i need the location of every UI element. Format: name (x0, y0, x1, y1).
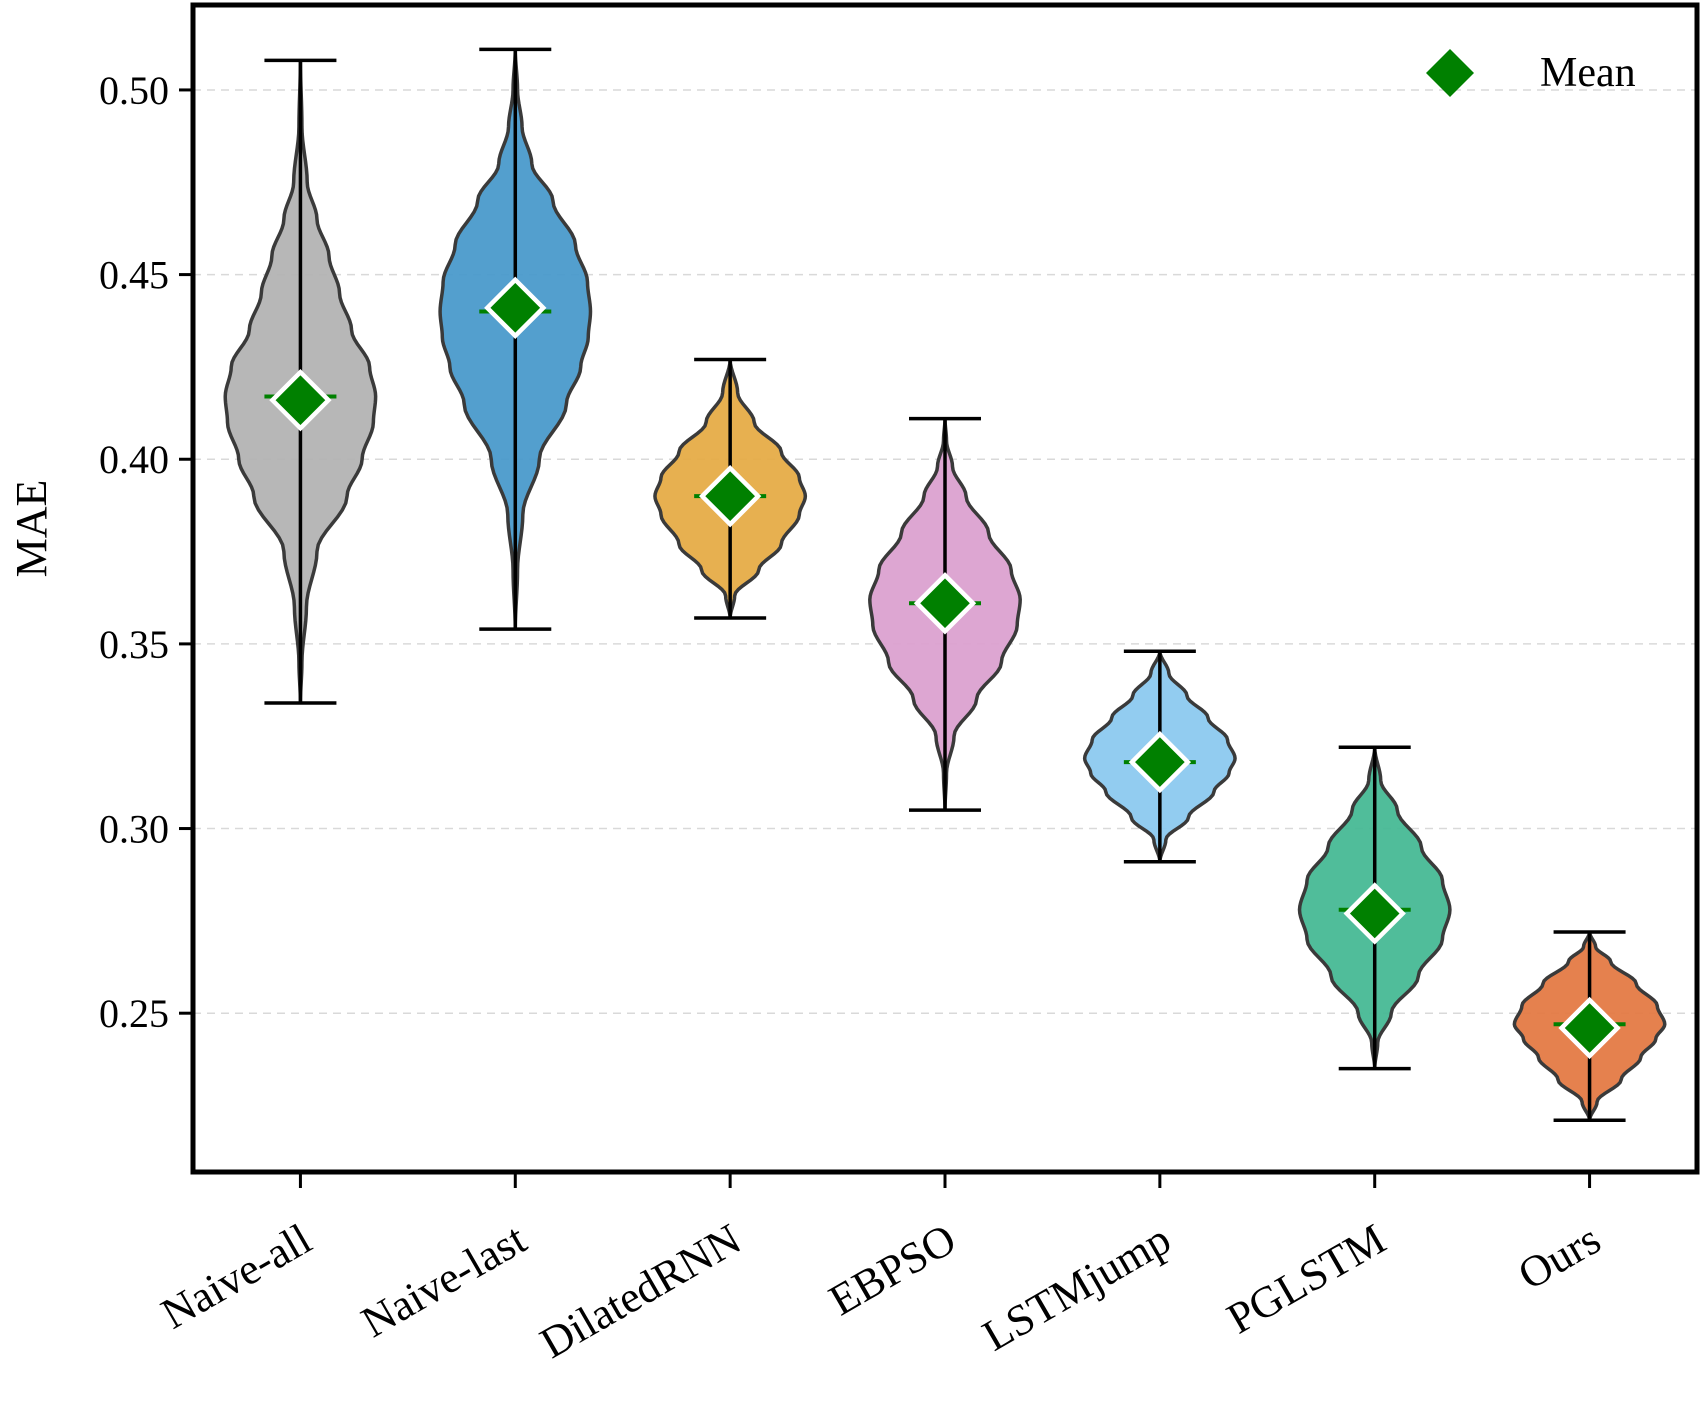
x-tick-label-lstmjump: LSTMjump (974, 1214, 1178, 1360)
mean-marker-dilatedrnn (698, 464, 762, 528)
mean-marker-lstmjump (1128, 730, 1192, 794)
x-tick-label-pglstm: PGLSTM (1219, 1214, 1394, 1343)
y-axis-ticks: 0.25 0.30 0.35 0.40 0.45 0.50 (99, 68, 193, 1036)
mean-marker-naive-all (269, 368, 332, 432)
plot-frame (190, 2, 1700, 1175)
y-tick-label: 0.30 (99, 807, 169, 852)
mean-marker-pglstm (1343, 882, 1406, 945)
x-tick-label-naive-last: Naive-last (353, 1214, 534, 1347)
mean-marker-ours (1558, 996, 1621, 1060)
y-tick-label: 0.25 (99, 991, 169, 1036)
mean-marker-naive-last (484, 276, 547, 340)
legend-label-mean: Mean (1540, 50, 1636, 96)
violins (223, 47, 1667, 1123)
y-axis-title: MAE (7, 480, 56, 578)
legend-mean-marker (1426, 49, 1474, 97)
y-tick-label: 0.35 (99, 622, 169, 667)
x-tick-label-naive-all: Naive-all (153, 1214, 319, 1338)
y-tick-label: 0.40 (99, 437, 169, 482)
mean-marker-ebpso (913, 572, 977, 635)
y-tick-label: 0.45 (99, 253, 169, 298)
x-tick-label-ours: Ours (1510, 1214, 1609, 1299)
legend: Mean (1426, 49, 1636, 97)
y-tick-label: 0.50 (99, 68, 169, 113)
x-tick-label-dilatedrnn: DilatedRNN (532, 1214, 749, 1368)
x-tick-label-ebpso: EBPSO (821, 1214, 964, 1325)
